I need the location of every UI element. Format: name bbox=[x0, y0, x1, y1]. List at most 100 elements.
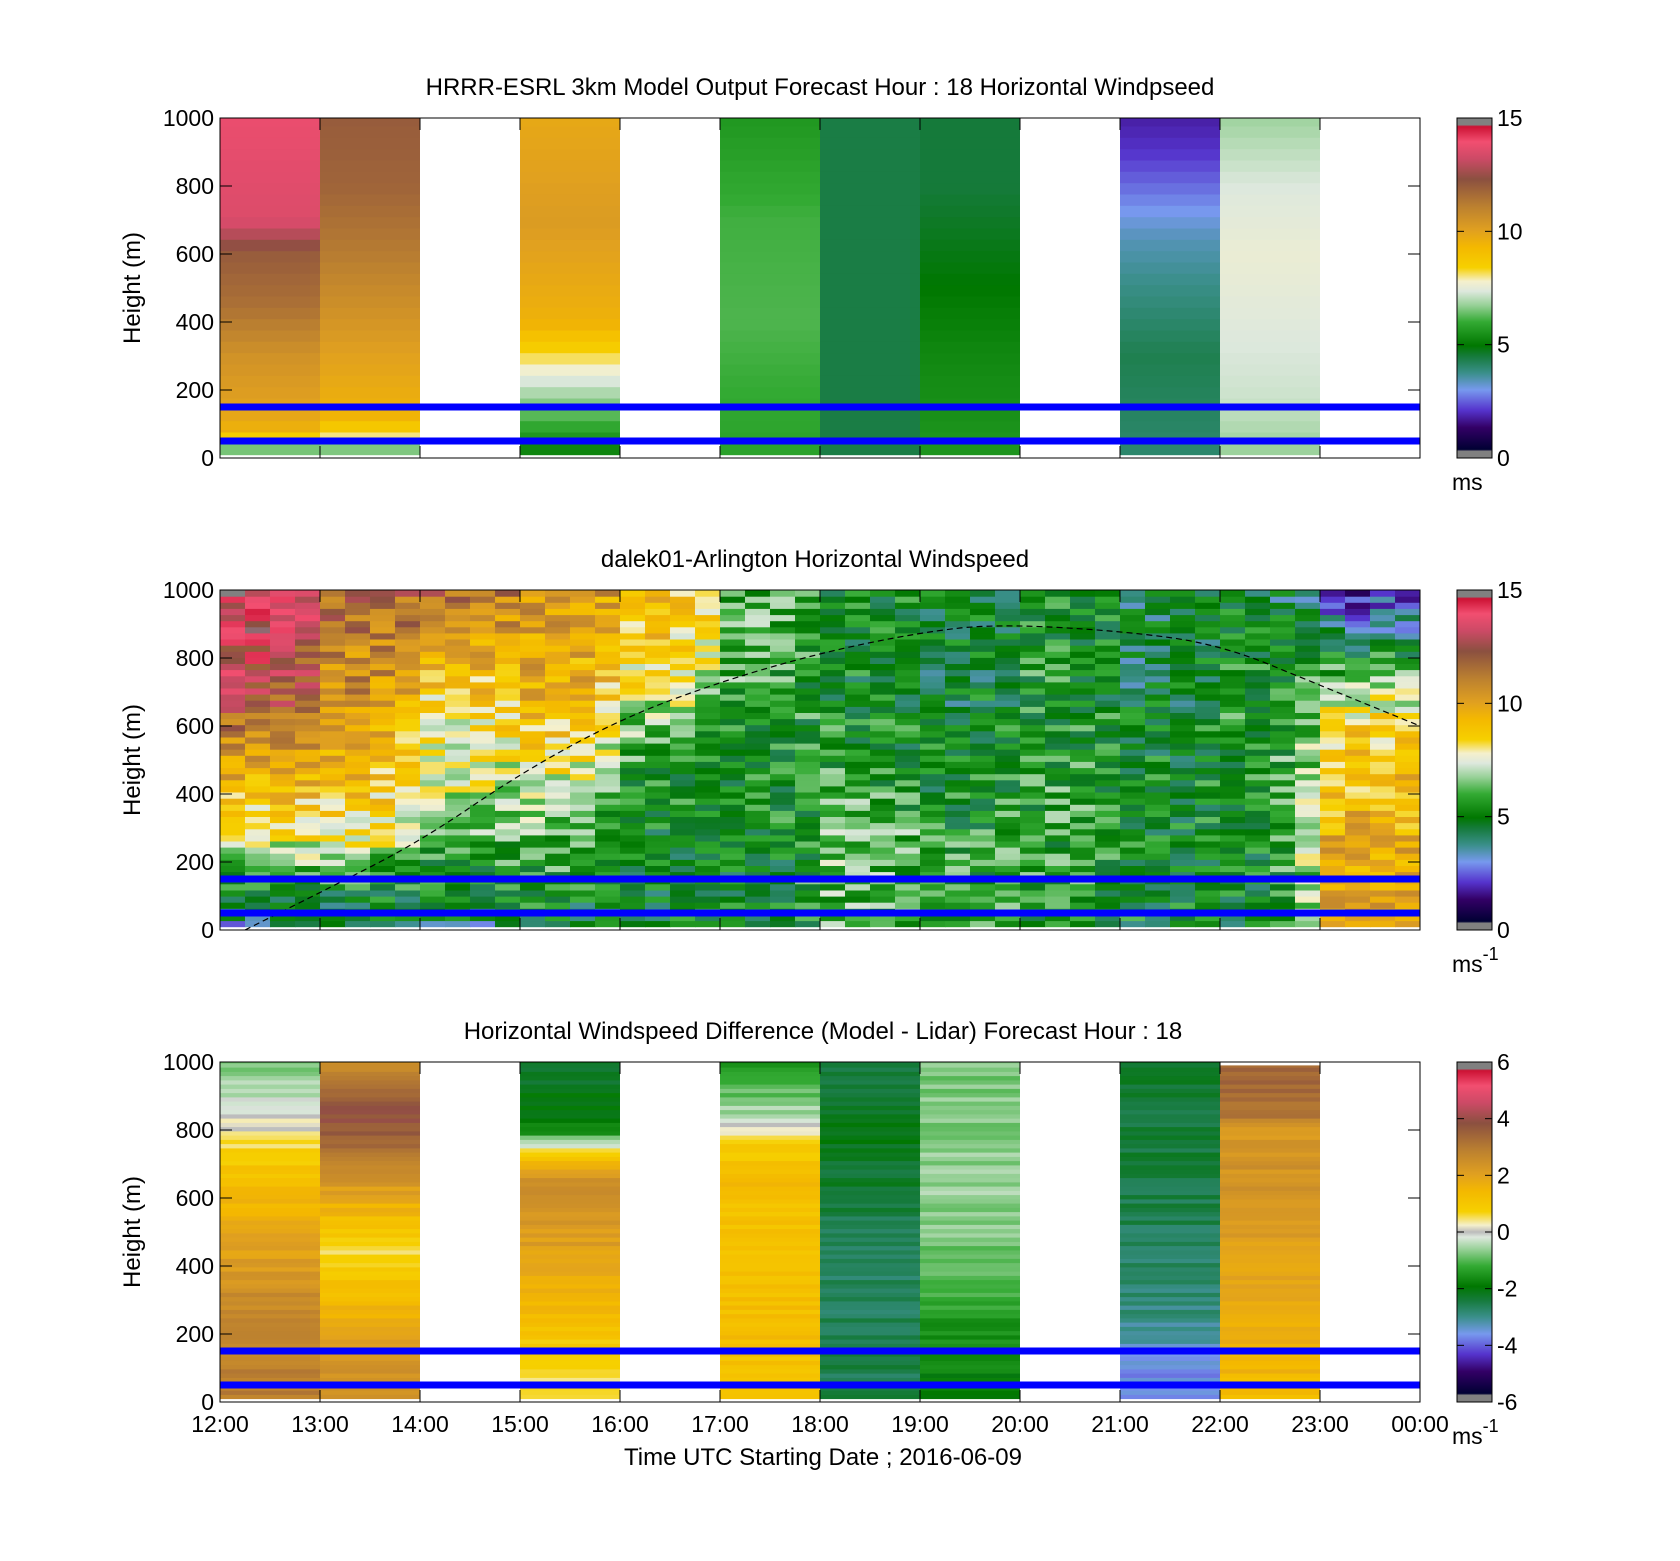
heatmap-cell bbox=[820, 341, 920, 354]
heatmap-cell bbox=[1220, 1232, 1320, 1238]
heatmap-cell bbox=[1145, 847, 1171, 854]
heatmap-cell bbox=[520, 736, 546, 744]
heatmap-cell bbox=[395, 749, 421, 756]
heatmap-cell bbox=[1020, 651, 1046, 658]
heatmap-cell bbox=[1220, 651, 1246, 658]
heatmap-cell bbox=[1020, 785, 1046, 793]
heatmap-cell bbox=[1120, 239, 1220, 252]
heatmap-cell bbox=[1370, 816, 1396, 824]
heatmap-cell bbox=[820, 651, 846, 658]
heatmap-cell bbox=[220, 125, 320, 138]
heatmap-cell bbox=[320, 1079, 420, 1085]
heatmap-cell bbox=[470, 902, 496, 909]
heatmap-cell bbox=[795, 755, 821, 762]
heatmap-cell bbox=[1070, 700, 1096, 707]
heatmap-cell bbox=[795, 853, 821, 860]
heatmap-cell bbox=[845, 822, 871, 830]
heatmap-cell bbox=[970, 779, 996, 787]
heatmap-cell bbox=[945, 883, 971, 891]
heatmap-cell bbox=[695, 859, 721, 866]
heatmap-cell bbox=[1270, 871, 1296, 879]
heatmap-cell bbox=[1395, 859, 1421, 866]
heatmap-cell bbox=[320, 1309, 420, 1315]
heatmap-cell bbox=[995, 596, 1021, 603]
heatmap-cell bbox=[220, 834, 246, 842]
heatmap-cell bbox=[1295, 755, 1321, 762]
heatmap-cell bbox=[220, 1101, 320, 1106]
heatmap-cell bbox=[520, 386, 620, 399]
heatmap-cell bbox=[270, 755, 296, 762]
heatmap-cell bbox=[1345, 816, 1371, 824]
heatmap-cell bbox=[895, 810, 921, 817]
heatmap-cell bbox=[720, 1177, 820, 1183]
heatmap-cell bbox=[1395, 865, 1421, 873]
heatmap-cell bbox=[695, 896, 721, 903]
heatmap-cell bbox=[1120, 1147, 1220, 1153]
heatmap-cell bbox=[995, 755, 1021, 762]
heatmap-cell bbox=[520, 1109, 620, 1115]
y-tick-label: 800 bbox=[176, 645, 214, 671]
heatmap-cell bbox=[970, 871, 996, 879]
heatmap-cell bbox=[1120, 871, 1146, 879]
heatmap-cell bbox=[720, 1254, 820, 1259]
heatmap-cell bbox=[945, 755, 971, 762]
heatmap-cell bbox=[520, 804, 546, 811]
heatmap-cell bbox=[220, 1203, 320, 1208]
heatmap-cell bbox=[820, 137, 920, 150]
heatmap-cell bbox=[270, 859, 296, 866]
heatmap-cell bbox=[970, 792, 996, 799]
heatmap-cell bbox=[1395, 902, 1421, 909]
heatmap-cell bbox=[320, 620, 346, 628]
heatmap-cell bbox=[845, 620, 871, 628]
heatmap-cell bbox=[320, 284, 420, 297]
heatmap-cell bbox=[1170, 614, 1196, 622]
heatmap-cell bbox=[820, 749, 846, 756]
heatmap-cell bbox=[570, 859, 596, 866]
heatmap-cell bbox=[920, 761, 946, 769]
heatmap-cell bbox=[570, 853, 596, 860]
heatmap-cell bbox=[920, 1266, 1020, 1272]
heatmap-cell bbox=[1245, 816, 1271, 824]
heatmap-cell bbox=[595, 694, 621, 701]
panel-difference-reference-lines bbox=[220, 1347, 1420, 1389]
heatmap-cell bbox=[495, 663, 521, 671]
heatmap-cell bbox=[970, 651, 996, 658]
heatmap-cell bbox=[520, 284, 620, 297]
heatmap-cell bbox=[1220, 1101, 1320, 1106]
heatmap-cell bbox=[1320, 761, 1346, 769]
heatmap-cell bbox=[1170, 816, 1196, 824]
heatmap-cell bbox=[995, 816, 1021, 824]
heatmap-cell bbox=[395, 614, 421, 622]
heatmap-cell bbox=[1120, 669, 1146, 677]
heatmap-cell bbox=[495, 694, 521, 701]
heatmap-cell bbox=[1345, 712, 1371, 720]
heatmap-cell bbox=[595, 657, 621, 664]
heatmap-cell bbox=[220, 749, 246, 756]
x-tick-label: 13:00 bbox=[291, 1411, 349, 1437]
heatmap-cell bbox=[645, 871, 671, 879]
heatmap-cell bbox=[770, 785, 796, 793]
heatmap-cell bbox=[1045, 669, 1071, 677]
heatmap-cell bbox=[945, 669, 971, 677]
heatmap-cell bbox=[895, 700, 921, 707]
heatmap-cell bbox=[1120, 1096, 1220, 1102]
heatmap-cell bbox=[770, 712, 796, 720]
heatmap-cell bbox=[1345, 706, 1371, 713]
heatmap-cell bbox=[1170, 834, 1196, 842]
heatmap-cell bbox=[595, 816, 621, 824]
heatmap-cell bbox=[545, 694, 571, 701]
heatmap-cell bbox=[1370, 736, 1396, 744]
heatmap-cell bbox=[1070, 645, 1096, 652]
heatmap-cell bbox=[870, 669, 896, 677]
heatmap-cell bbox=[320, 1360, 420, 1366]
heatmap-cell bbox=[695, 694, 721, 701]
heatmap-cell bbox=[1220, 1364, 1320, 1370]
heatmap-cell bbox=[1020, 871, 1046, 879]
heatmap-cell bbox=[845, 816, 871, 824]
heatmap-cell bbox=[920, 1160, 1020, 1166]
heatmap-cell bbox=[820, 1079, 920, 1085]
heatmap-cell bbox=[245, 889, 271, 897]
heatmap-cell bbox=[895, 694, 921, 701]
heatmap-cell bbox=[1170, 694, 1196, 701]
heatmap-cell bbox=[1120, 779, 1146, 787]
